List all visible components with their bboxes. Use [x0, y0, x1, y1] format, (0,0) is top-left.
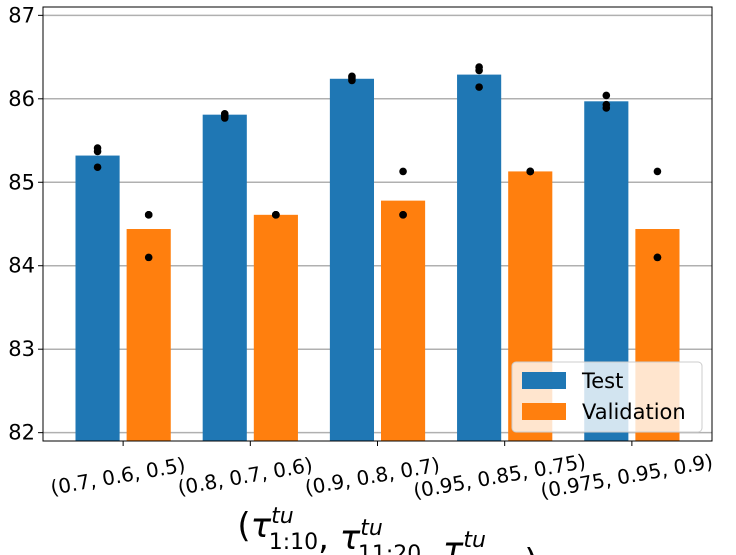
data-point — [220, 114, 229, 122]
data-point — [653, 167, 662, 176]
bar-test-2 — [202, 114, 247, 442]
data-point — [475, 66, 483, 75]
bar-validation-3 — [380, 200, 426, 441]
legend-label-validation: Validation — [582, 400, 686, 424]
data-point — [399, 167, 407, 176]
data-point — [348, 76, 356, 85]
data-point — [272, 211, 280, 219]
x-tick-label: (0.7, 0.6, 0.5) — [49, 452, 188, 499]
data-point — [93, 163, 102, 172]
data-point — [602, 104, 611, 112]
y-axis: 82 83 84 85 86 87 — [8, 3, 43, 445]
y-tick-label: 85 — [8, 170, 35, 194]
data-point — [602, 91, 611, 100]
data-point — [475, 83, 483, 91]
bar-test-4 — [457, 74, 502, 441]
data-point — [93, 147, 102, 156]
legend-swatch-validation — [522, 403, 566, 420]
legend-swatch-test — [522, 372, 566, 389]
y-tick-label: 87 — [8, 3, 35, 27]
bar-test-3 — [329, 78, 375, 442]
legend: Test Validation — [511, 361, 703, 433]
data-point — [399, 211, 407, 219]
legend-label-test: Test — [581, 369, 623, 393]
data-point — [144, 253, 153, 262]
bar-validation-2 — [253, 214, 298, 441]
x-tick-label: (0.8, 0.7, 0.6) — [176, 452, 315, 499]
data-point — [653, 253, 662, 262]
y-tick-label: 83 — [8, 337, 35, 361]
x-axis: (0.7, 0.6, 0.5)(0.8, 0.7, 0.6)(0.9, 0.8,… — [49, 441, 715, 503]
y-tick-label: 82 — [8, 421, 35, 445]
y-tick-label: 86 — [8, 87, 35, 111]
y-tick-label: 84 — [8, 254, 35, 278]
data-point — [144, 211, 153, 219]
bar-test-1 — [75, 155, 120, 442]
data-points — [93, 63, 662, 262]
bar-validation-1 — [126, 229, 171, 441]
data-point — [526, 167, 535, 176]
